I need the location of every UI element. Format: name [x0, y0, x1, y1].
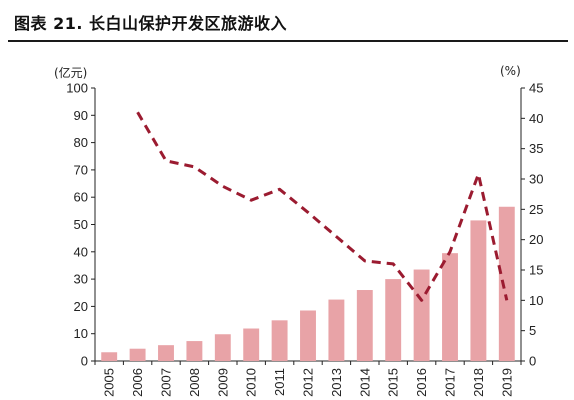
bar-2013 — [328, 299, 345, 361]
left-tick-label: 60 — [74, 190, 88, 205]
x-tick-label: 2005 — [102, 368, 117, 397]
x-tick-label: 2008 — [187, 368, 202, 397]
x-tick-label: 2007 — [159, 368, 174, 397]
x-tick-label: 2015 — [386, 368, 401, 397]
right-tick-label: 30 — [529, 172, 543, 187]
left-tick-label: 80 — [74, 135, 88, 150]
left-axis-unit: (亿元) — [54, 66, 88, 80]
x-tick-label: 2019 — [499, 368, 514, 397]
right-tick-label: 35 — [529, 141, 543, 156]
right-tick-label: 25 — [529, 202, 543, 217]
bar-2010 — [243, 328, 260, 361]
x-tick-label: 2010 — [244, 368, 259, 397]
right-axis-unit: (%) — [500, 64, 521, 78]
x-tick-label: 2018 — [471, 368, 486, 397]
x-tick-label: 2006 — [130, 368, 145, 397]
growth-rate-line — [136, 111, 509, 302]
bar-2015 — [385, 279, 402, 361]
bar-2006 — [129, 348, 146, 361]
bar-2017 — [442, 253, 458, 361]
x-tick-label: 2013 — [329, 368, 344, 397]
left-tick-label: 70 — [74, 162, 88, 177]
bar-2009 — [214, 334, 231, 361]
left-tick-label: 10 — [74, 326, 88, 341]
x-tick-label: 2016 — [414, 368, 429, 397]
bar-2005 — [101, 352, 118, 361]
right-tick-label: 5 — [529, 323, 536, 338]
left-tick-label: 90 — [74, 108, 88, 123]
bar-2014 — [356, 290, 373, 361]
right-tick-label: 40 — [529, 111, 543, 126]
right-tick-label: 10 — [529, 293, 543, 308]
title-rule — [8, 40, 568, 42]
bar-2011 — [271, 320, 288, 361]
bar-2016 — [413, 269, 430, 361]
x-tick-label: 2011 — [272, 368, 287, 396]
right-tick-label: 15 — [529, 263, 543, 278]
x-tick-label: 2009 — [215, 368, 230, 397]
right-tick-label: 0 — [529, 354, 536, 369]
x-tick-label: 2017 — [443, 368, 458, 397]
bar-2008 — [186, 341, 203, 361]
bar-2019 — [498, 206, 515, 361]
bar-2012 — [300, 310, 316, 361]
bar-2018 — [470, 220, 487, 361]
x-tick-label: 2012 — [301, 368, 316, 397]
left-tick-label: 50 — [74, 217, 88, 232]
x-tick-label: 2014 — [357, 368, 372, 397]
left-tick-label: 100 — [66, 81, 88, 96]
bar-2007 — [158, 345, 174, 361]
left-tick-label: 30 — [74, 272, 88, 287]
right-tick-label: 45 — [529, 81, 543, 96]
figure-title: 图表 21. 长白山保护开发区旅游收入 — [14, 14, 287, 33]
left-tick-label: 40 — [74, 244, 88, 259]
left-tick-label: 0 — [81, 354, 88, 369]
left-tick-label: 20 — [74, 299, 88, 314]
right-tick-label: 20 — [529, 232, 543, 247]
